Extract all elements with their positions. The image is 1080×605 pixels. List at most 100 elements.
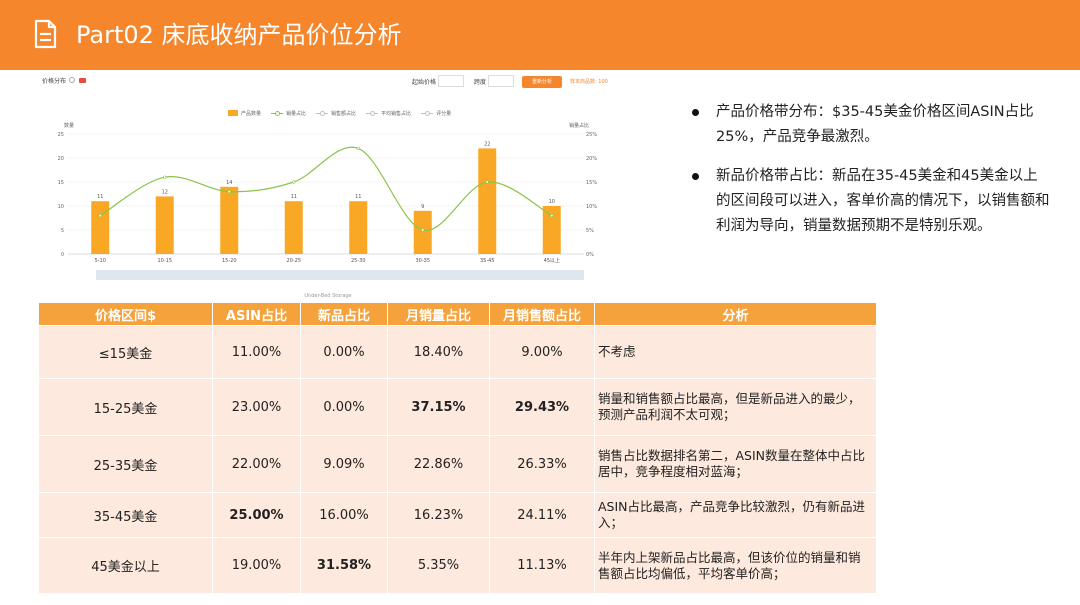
- cell-sales-share: 5.35%: [387, 537, 490, 594]
- cell-asin-share: 25.00%: [212, 492, 301, 538]
- section-label: 价格分布: [42, 78, 67, 85]
- legend-item[interactable]: 销售额占比: [316, 110, 356, 117]
- cell-new-share: 0.00%: [300, 325, 388, 379]
- reanalyze-button[interactable]: 重新分析: [522, 76, 562, 88]
- start-price-label: 起始价格: [412, 79, 437, 86]
- price-distribution-panel: 价格分布 起始价格 跨度 重新分析 样本商品数: 100 产品数量 销量占比 销售额…: [38, 70, 618, 300]
- cell-analysis: 半年内上架新品占比最高，但该价位的销量和销售额占比均偏低，平均客单价高；: [594, 537, 877, 594]
- cell-asin-share: 11.00%: [212, 325, 301, 379]
- x-tick-label: 20-25: [286, 258, 301, 264]
- y-tick-label-left: 15: [58, 180, 64, 186]
- header-analysis: 分析: [594, 302, 877, 326]
- header-price-range: 价格区间$: [38, 302, 213, 326]
- legend-swatch-icon: [228, 110, 238, 116]
- bullet-dot-icon: [692, 173, 699, 180]
- analysis-notes: 产品价格带分布：$35-45美金价格区间ASIN占比25%，产品竞争最激烈。 新…: [692, 100, 1052, 253]
- sales-share-line: [99, 146, 553, 231]
- chart-bar: [284, 201, 303, 254]
- y-tick-label-right: 0%: [586, 252, 594, 258]
- cell-sales-share: 16.23%: [387, 492, 490, 538]
- x-tick-label: 10-15: [157, 258, 172, 264]
- bar-data-label: 12: [162, 189, 168, 195]
- cell-price-range: 45美金以上: [38, 537, 213, 594]
- bar-data-label: 10: [549, 199, 555, 205]
- chart-caption: Under-Bed Storage: [304, 293, 352, 299]
- video-icon[interactable]: [79, 78, 86, 83]
- start-price-input[interactable]: [438, 75, 464, 87]
- sales-share-point: [292, 180, 296, 184]
- legend-label: 产品数量: [241, 110, 262, 117]
- sales-share-point: [421, 228, 425, 232]
- y-tick-label-left: 5: [61, 228, 64, 234]
- cell-analysis: 销量和销售额占比最高，但是新品进入的最少，预测产品利润不太可观；: [594, 378, 877, 436]
- cell-analysis: 不考虑: [594, 325, 877, 379]
- y-tick-label-left: 10: [58, 204, 64, 210]
- legend-label: 销量占比: [286, 110, 307, 117]
- cell-asin-share: 23.00%: [212, 378, 301, 436]
- table-header-row: 价格区间$ ASIN占比 新品占比 月销量占比 月销售额占比 分析: [38, 302, 877, 326]
- cell-asin-share: 22.00%: [212, 435, 301, 493]
- y-tick-label-right: 15%: [586, 180, 597, 186]
- chart-bar: [478, 148, 497, 254]
- legend-item[interactable]: 产品数量: [228, 110, 261, 117]
- y-tick-label-left: 20: [58, 156, 64, 162]
- sales-share-point: [98, 214, 102, 218]
- header-asin-share: ASIN占比: [212, 302, 301, 326]
- sales-share-point: [163, 175, 167, 179]
- y-tick-label-right: 25%: [586, 132, 597, 138]
- bullet-text: 产品价格带分布：$35-45美金价格区间ASIN占比25%，产品竞争最激烈。: [716, 104, 1034, 145]
- chart-bar: [155, 196, 174, 254]
- y-axis-left-title: 数量: [64, 122, 74, 129]
- legend-swatch-icon: [271, 110, 284, 116]
- cell-revenue-share: 29.43%: [489, 378, 595, 436]
- cell-asin-share: 19.00%: [212, 537, 301, 594]
- price-range-table: 价格区间$ ASIN占比 新品占比 月销量占比 月销售额占比 分析 ≤15美金 …: [38, 302, 877, 594]
- header-monthly-revenue-share: 月销售额占比: [489, 302, 595, 326]
- span-input[interactable]: [488, 75, 514, 87]
- price-distribution-chart: 数量 销量占比 0 0% 5 5% 10 10% 15 15% 20 20% 25 25% 11 5-10 12…: [58, 122, 598, 264]
- legend-item[interactable]: 评分量: [421, 110, 451, 117]
- cell-revenue-share: 24.11%: [489, 492, 595, 538]
- y-axis-right-title: 销量占比: [569, 122, 589, 129]
- bullet-dot-icon: [692, 109, 699, 116]
- legend-label: 销售额占比: [331, 110, 357, 117]
- table-row: 35-45美金 25.00% 16.00% 16.23% 24.11% ASIN…: [38, 492, 877, 538]
- sales-share-point: [485, 180, 489, 184]
- legend-swatch-icon: [421, 110, 434, 116]
- document-icon: [34, 19, 57, 49]
- header-monthly-sales-share: 月销量占比: [387, 302, 490, 326]
- x-tick-label: 25-30: [351, 258, 366, 264]
- zoom-slider[interactable]: [96, 270, 584, 280]
- legend-item[interactable]: 平均销售占比: [366, 110, 411, 117]
- legend-swatch-icon: [366, 110, 379, 116]
- cell-price-range: 25-35美金: [38, 435, 213, 493]
- chart-bar: [91, 201, 110, 254]
- bullet-item: 新品价格带占比：新品在35-45美金和45美金以上的区间段可以进入，客单价高的情…: [692, 164, 1052, 239]
- legend-item[interactable]: 销量占比: [271, 110, 306, 117]
- cell-revenue-share: 11.13%: [489, 537, 595, 594]
- x-tick-label: 5-10: [95, 258, 106, 264]
- cell-sales-share: 18.40%: [387, 325, 490, 379]
- chart-legend: 产品数量 销量占比 销售额占比 平均销售占比 评分量: [228, 108, 451, 118]
- table-row: 25-35美金 22.00% 9.09% 22.86% 26.33% 销售占比数…: [38, 435, 877, 493]
- y-tick-label-right: 20%: [586, 156, 597, 162]
- cell-price-range: 35-45美金: [38, 492, 213, 538]
- cell-revenue-share: 9.00%: [489, 325, 595, 379]
- y-tick-label-left: 25: [58, 132, 64, 138]
- bar-data-label: 9: [421, 204, 424, 210]
- chart-bar: [413, 210, 432, 254]
- chart-bar: [220, 186, 239, 254]
- y-tick-label-right: 10%: [586, 204, 597, 210]
- cell-new-share: 0.00%: [300, 378, 388, 436]
- x-tick-label: 35-45: [480, 258, 495, 264]
- info-icon[interactable]: [69, 77, 75, 83]
- cell-sales-share: 37.15%: [387, 378, 490, 436]
- y-tick-label-left: 0: [61, 252, 64, 258]
- chart-bar: [349, 201, 368, 254]
- cell-price-range: 15-25美金: [38, 378, 213, 436]
- legend-label: 评分量: [436, 110, 452, 117]
- cell-new-share: 16.00%: [300, 492, 388, 538]
- bullet-text: 新品价格带占比：新品在35-45美金和45美金以上的区间段可以进入，客单价高的情…: [716, 168, 1050, 234]
- span-label: 跨度: [474, 79, 487, 86]
- cell-revenue-share: 26.33%: [489, 435, 595, 493]
